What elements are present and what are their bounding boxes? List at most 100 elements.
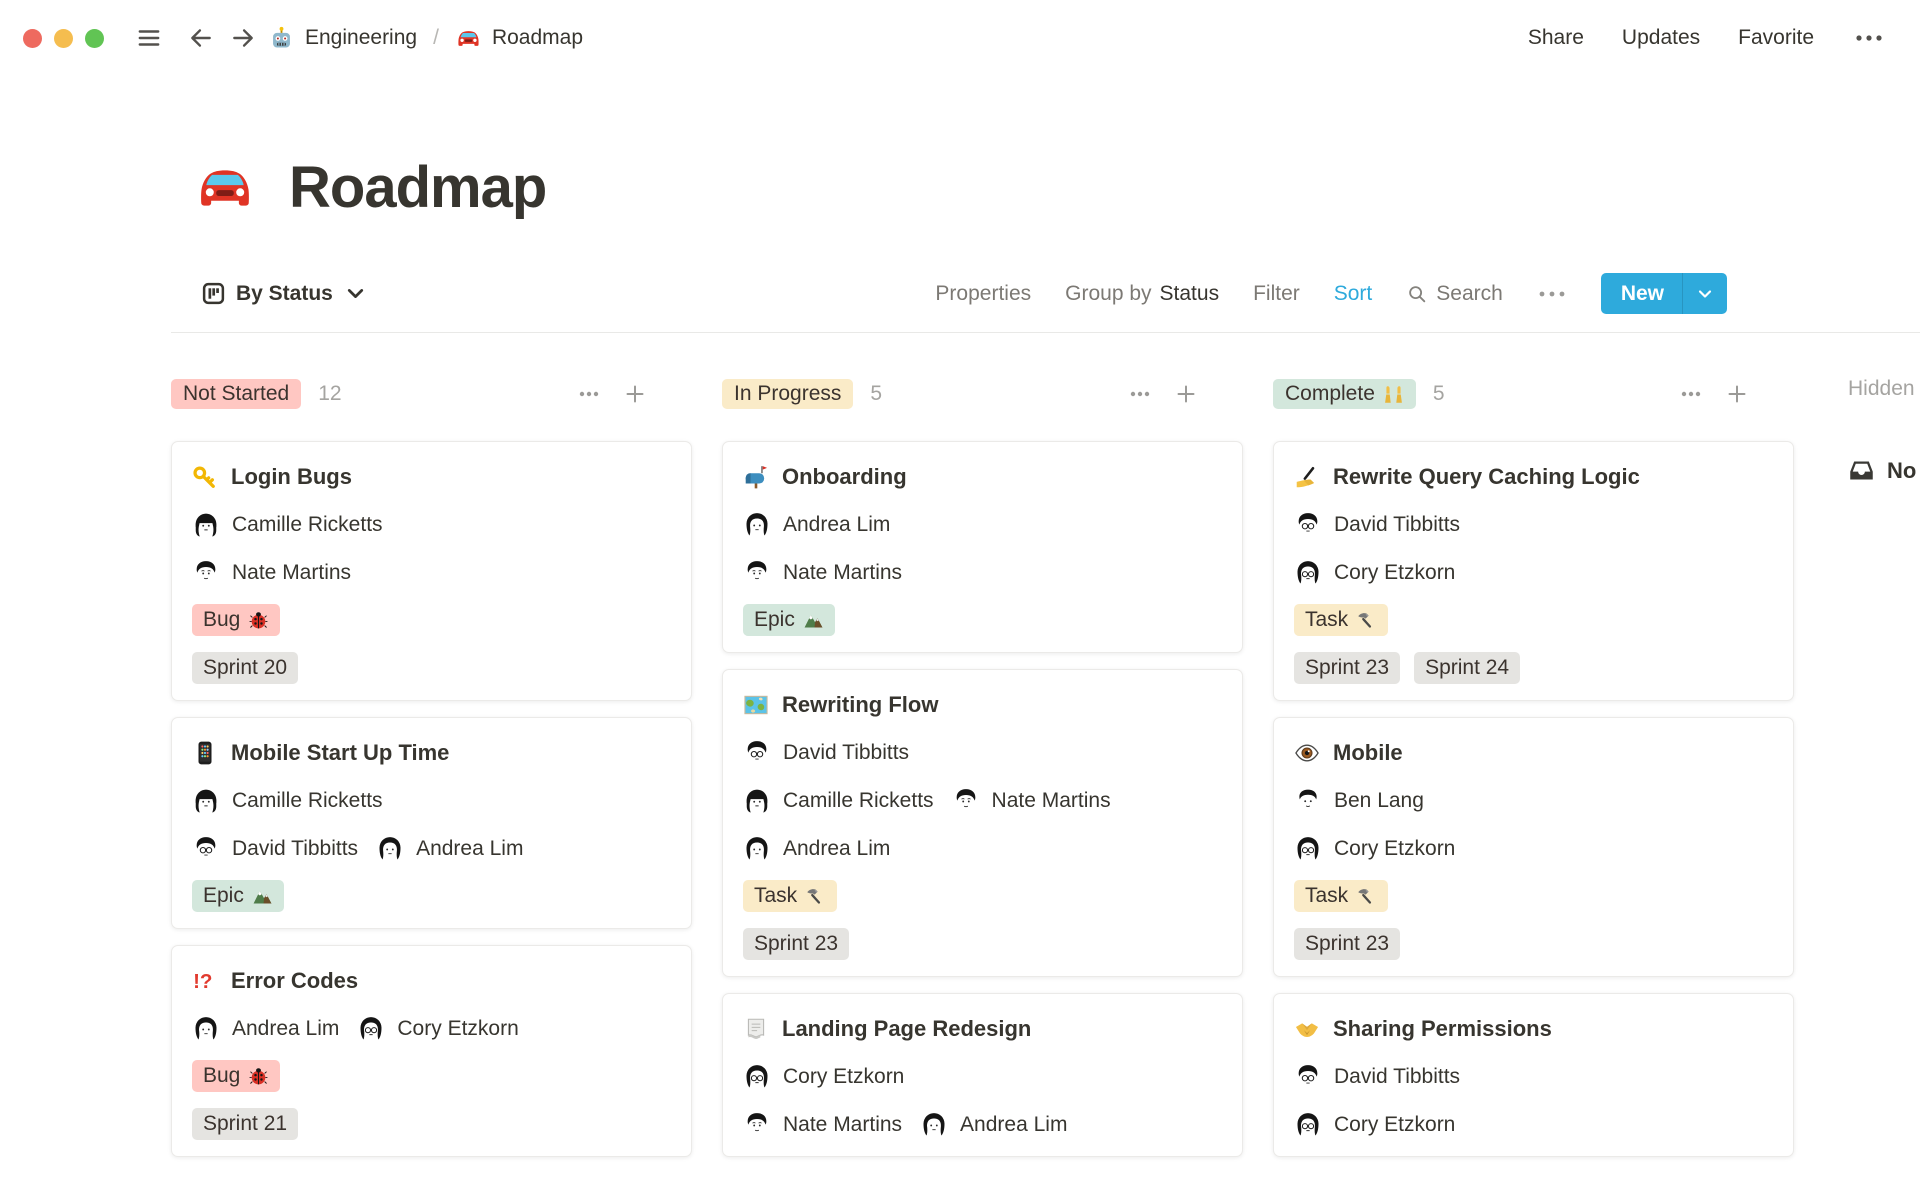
board-column-complete: Complete 5 Rewrite Query Caching Logic D [1273,377,1794,1157]
view-more-icon[interactable] [1537,284,1567,304]
board-view-icon [201,281,226,306]
interrobang-icon: !? [192,968,218,994]
tag-badge-task: Task [1294,604,1389,636]
zoom-window-icon[interactable] [85,28,104,48]
sidebar-toggle-icon[interactable] [132,21,166,55]
avatar [743,739,771,767]
person-row: Andrea Lim [743,510,1222,540]
new-button[interactable]: New [1600,273,1727,314]
person-row: Camille Ricketts [192,786,671,816]
new-button-dropdown[interactable] [1682,273,1727,314]
breadcrumb-item-roadmap[interactable]: Roadmap [455,25,583,52]
column-status-badge[interactable]: In Progress [722,379,854,409]
column-more-icon[interactable] [1127,381,1153,407]
card-rewriting-flow[interactable]: Rewriting Flow David Tibbitts Camille Ri [722,669,1243,977]
phone-icon [192,740,218,766]
card-login-bugs[interactable]: Login Bugs Camille Ricketts Nate Martins [171,441,692,701]
card-mobile[interactable]: Mobile Ben Lang Cory Etzkorn [1273,717,1794,977]
page-icon [743,1016,769,1042]
column-status-badge[interactable]: Complete [1273,379,1416,409]
person-chip: Nate Martins [743,1111,902,1139]
breadcrumb-separator: / [433,26,439,49]
search-icon [1406,283,1428,305]
raising-hands-icon [1383,384,1404,405]
card-title-row: Login Bugs [192,462,671,492]
card-list: Onboarding Andrea Lim Nate Martins [722,441,1243,1157]
avatar [743,1111,771,1139]
card-error-codes[interactable]: !? Error Codes Andrea Lim Cory Etzkorn [171,945,692,1157]
inbox-icon [1848,457,1875,484]
person-name: Cory Etzkorn [783,1065,905,1088]
new-button-label[interactable]: New [1620,281,1664,305]
card-title: Landing Page Redesign [782,1016,1032,1041]
card-title-row: Onboarding [743,462,1222,492]
person-chip: Nate Martins [951,787,1111,815]
column-more-icon[interactable] [576,381,602,407]
close-window-icon[interactable] [23,28,42,48]
column-actions [1127,381,1199,407]
group-by-button[interactable]: Group by Status [1065,282,1219,306]
avatar [1294,1063,1322,1091]
column-add-icon[interactable] [1724,381,1750,407]
person-name: Andrea Lim [783,513,891,536]
tag-row: Task [1294,880,1773,912]
person-name: Cory Etzkorn [397,1017,519,1040]
person-row: Cory Etzkorn [743,1062,1222,1092]
column-more-icon[interactable] [1678,381,1704,407]
person-chip: Nate Martins [743,559,902,587]
column-header: Not Started 12 [171,377,692,411]
card-mobile-start-up-time[interactable]: Mobile Start Up Time Camille Ricketts Da [171,717,692,929]
card-onboarding[interactable]: Onboarding Andrea Lim Nate Martins [722,441,1243,653]
back-icon[interactable] [184,21,218,55]
card-title-row: Rewrite Query Caching Logic [1294,462,1773,492]
person-chip: David Tibbitts [1294,511,1460,539]
search-button[interactable]: Search [1406,282,1503,306]
card-title-row: Mobile [1294,738,1773,768]
page-title: Roadmap [289,155,547,220]
person-name: Andrea Lim [960,1113,1068,1136]
filter-button[interactable]: Filter [1253,281,1300,305]
favorite-button[interactable]: Favorite [1738,26,1814,49]
car-icon [193,156,257,220]
hidden-columns-label[interactable]: Hidden [1848,377,1915,400]
person-row: Nate Martins [743,558,1222,588]
card-landing-page-redesign[interactable]: Landing Page Redesign Cory Etzkorn Nate [722,993,1243,1157]
person-chip: Andrea Lim [743,835,890,863]
chevron-down-icon [1695,284,1715,304]
person-chip: Cory Etzkorn [1294,835,1455,863]
card-title: Onboarding [782,464,907,489]
share-button[interactable]: Share [1527,26,1584,49]
card-title-row: Rewriting Flow [743,690,1222,720]
view-switcher-by-status[interactable]: By Status [201,281,368,306]
breadcrumb: Engineering / Roadmap [268,25,583,52]
column-status-badge[interactable]: Not Started [171,379,302,409]
breadcrumb-item-engineering[interactable]: Engineering [268,25,417,52]
person-row: Andrea Lim Cory Etzkorn [192,1014,671,1044]
avatar [743,787,771,815]
forward-icon[interactable] [226,21,260,55]
card-rewrite-query-caching-logic[interactable]: Rewrite Query Caching Logic David Tibbit… [1273,441,1794,701]
svg-text:!?: !? [193,970,212,993]
tag-badge-epic: Epic [192,880,284,912]
tag-badge-task: Task [743,880,838,912]
updates-button[interactable]: Updates [1621,26,1701,49]
tag-row: Bug [192,1060,671,1092]
chevron-down-icon [343,281,368,306]
card-title: Login Bugs [231,464,352,489]
person-row: Camille Ricketts Nate Martins [743,786,1222,816]
avatar [920,1111,949,1139]
hidden-group-no-status[interactable]: No [1848,457,1920,484]
tag-badge-epic: Epic [743,604,835,636]
card-sharing-permissions[interactable]: Sharing Permissions David Tibbitts Cory [1273,993,1794,1157]
hammer-icon [1356,610,1377,631]
properties-button[interactable]: Properties [935,281,1032,305]
minimize-window-icon[interactable] [54,28,73,48]
person-row: Cory Etzkorn [1294,834,1773,864]
person-row: David Tibbitts [1294,1062,1773,1092]
column-add-icon[interactable] [1173,381,1199,407]
more-options-icon[interactable] [1852,26,1886,50]
sort-button[interactable]: Sort [1333,281,1373,305]
column-add-icon[interactable] [622,381,648,407]
person-chip: David Tibbitts [1294,1063,1460,1091]
person-chip: Cory Etzkorn [743,1063,904,1091]
